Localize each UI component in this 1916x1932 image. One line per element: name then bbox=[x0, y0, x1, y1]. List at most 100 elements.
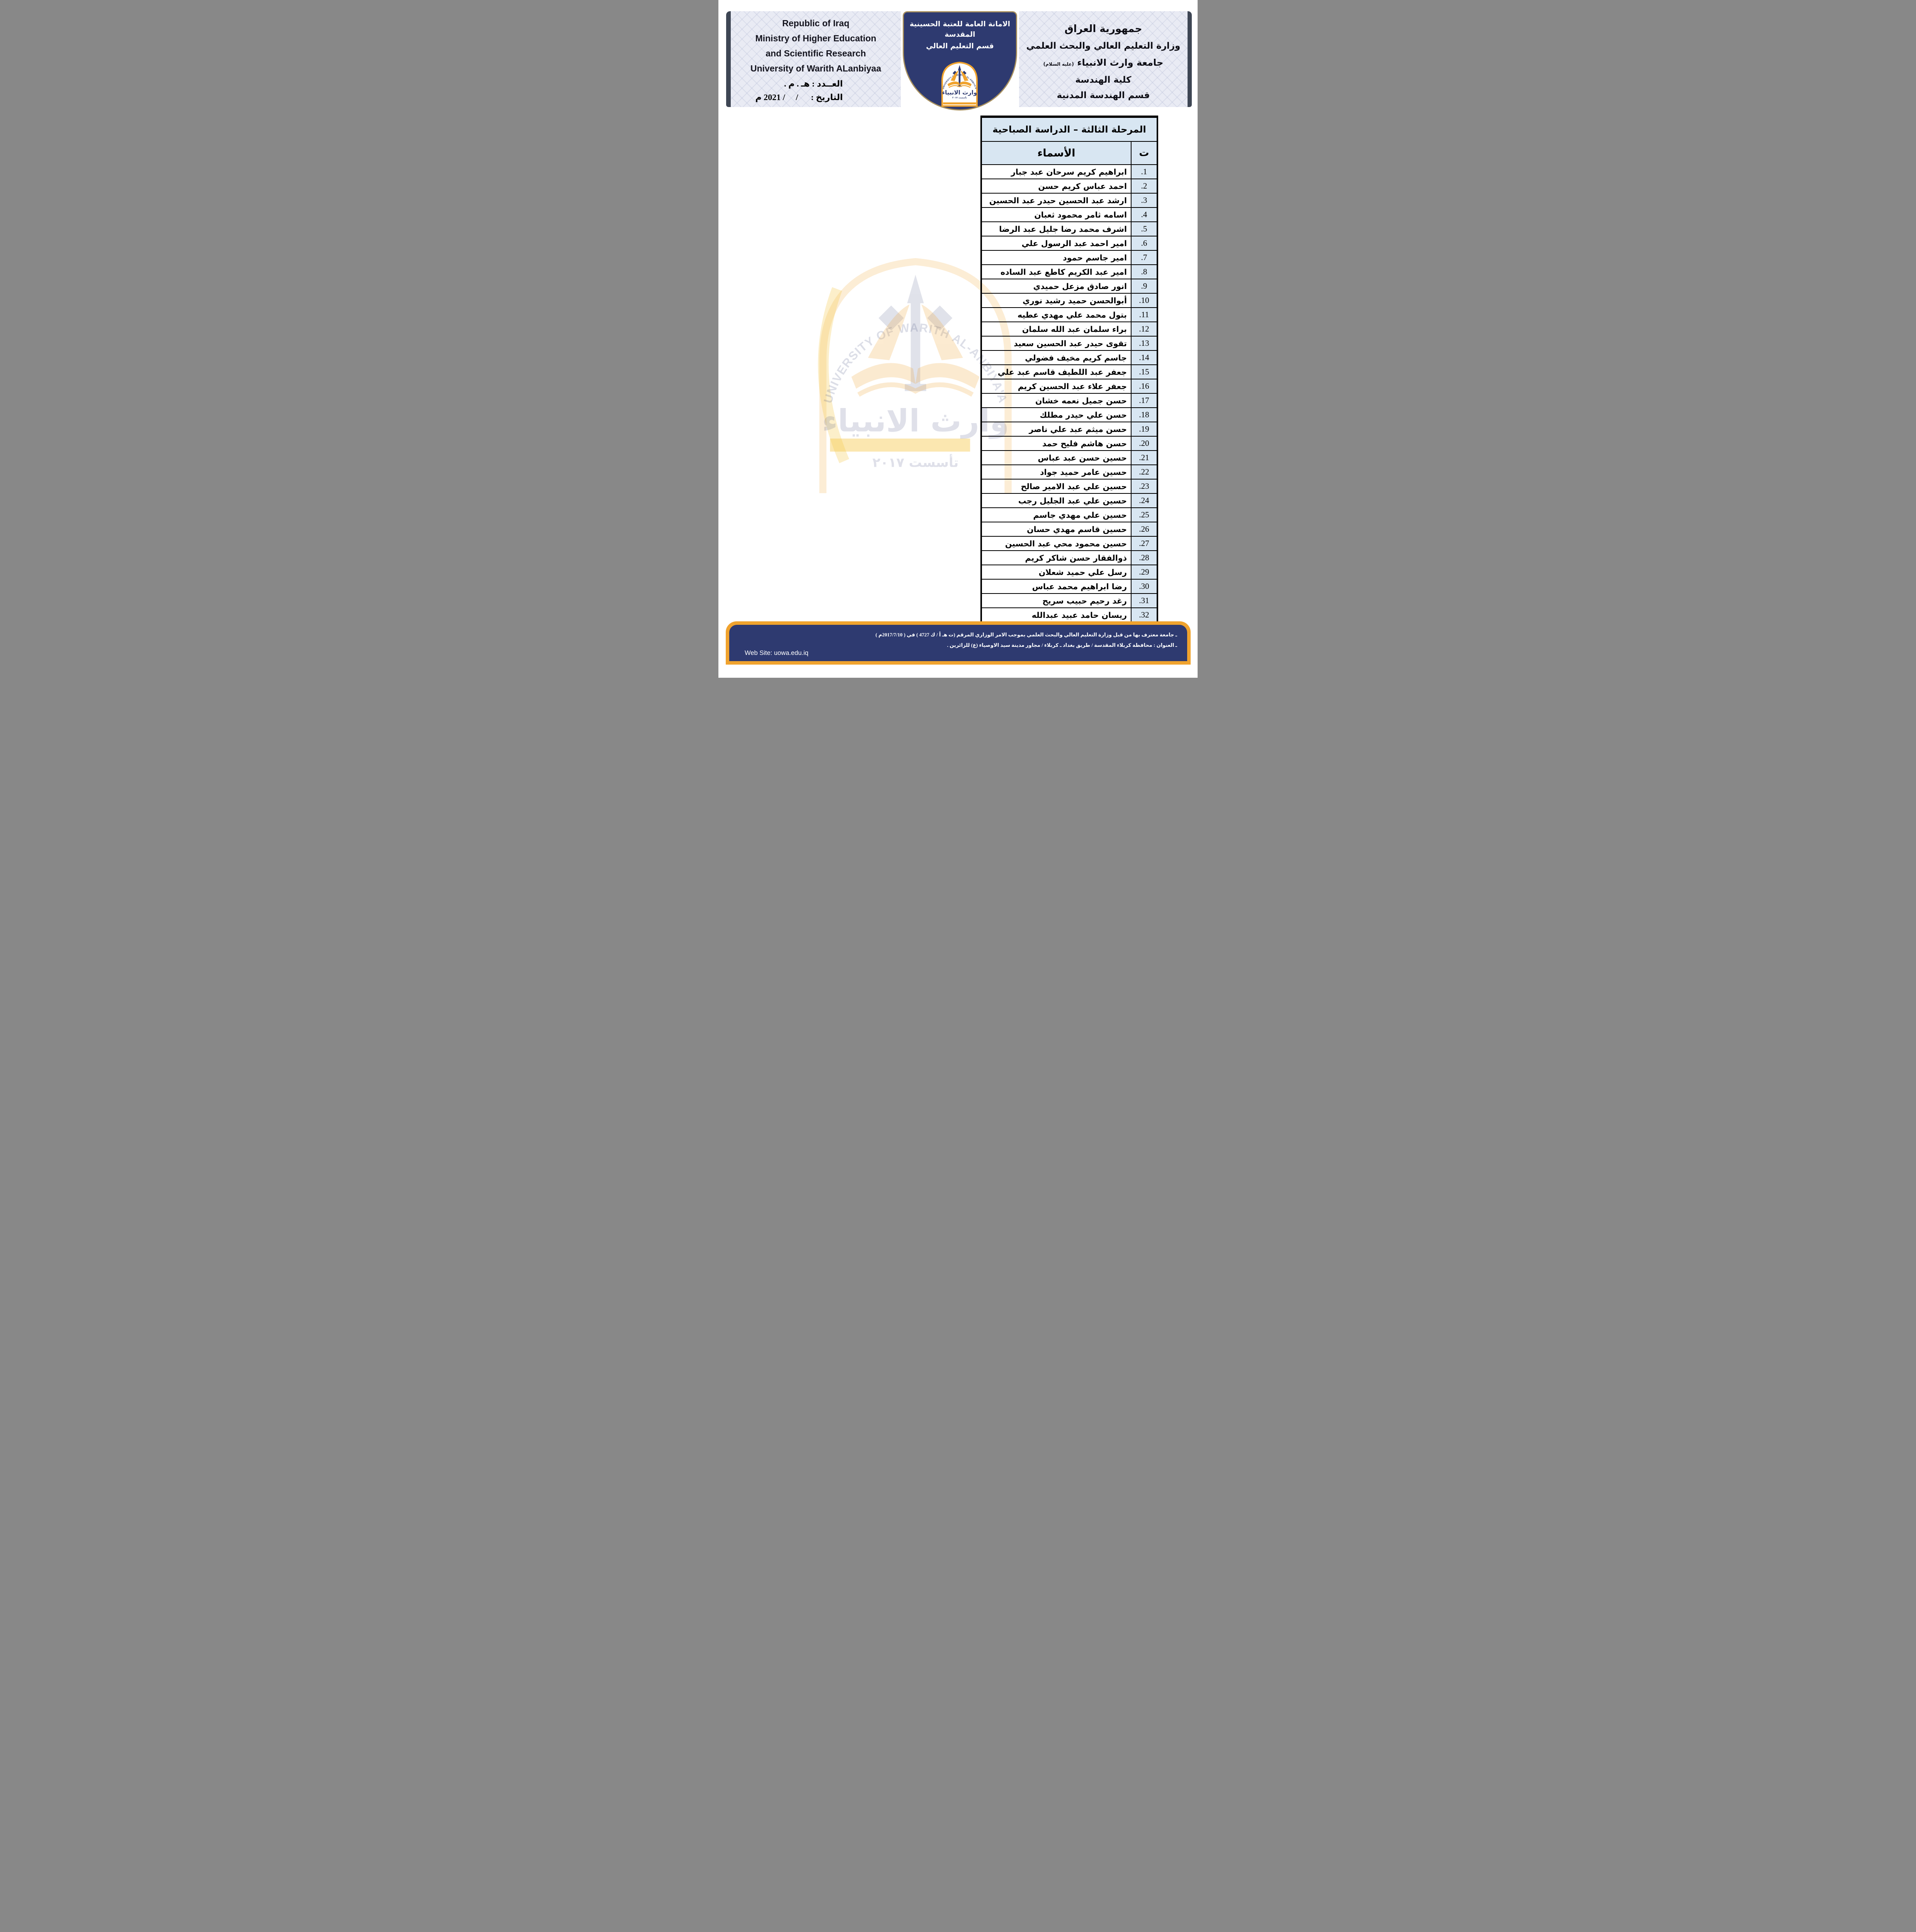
college-line: كلية الهندسة bbox=[1075, 75, 1132, 85]
row-number: 2. bbox=[1131, 179, 1158, 194]
row-number: 24. bbox=[1131, 493, 1158, 508]
row-number: 32. bbox=[1131, 607, 1158, 622]
row-number: 5. bbox=[1131, 221, 1158, 236]
table-row: 15. جعفر عبد اللطيف قاسم عبد علي bbox=[981, 364, 1158, 379]
student-name: رسل علي حميد شعلان bbox=[981, 565, 1132, 580]
logo-arabic-name: وارث الانبياء bbox=[942, 89, 977, 96]
row-number: 13. bbox=[1131, 336, 1158, 351]
table-row: 4. اسامه ثامر محمود ثعبان bbox=[981, 207, 1158, 222]
university-ar-line: جامعة وارث الانبياء (عليه السلام) bbox=[1043, 57, 1164, 68]
table-title: المرحلة الثالثة – الدراسة الصباحية bbox=[981, 116, 1158, 142]
table-row: 9. انور صادق مزعل حميدي bbox=[981, 279, 1158, 294]
row-number: 15. bbox=[1131, 364, 1158, 379]
student-name: حسن ميثم عبد علي ناصر bbox=[981, 422, 1132, 437]
table-row: 29. رسل علي حميد شعلان bbox=[981, 565, 1158, 580]
row-number: 20. bbox=[1131, 436, 1158, 451]
table-row: 17. حسن جميل نعمه خشان bbox=[981, 393, 1158, 408]
watermark-book-icon bbox=[851, 304, 980, 397]
ministry-line: Ministry of Higher Education bbox=[755, 33, 876, 43]
ministry-en-lines: Republic of Iraq Ministry of Higher Educ… bbox=[731, 11, 901, 76]
student-name: رضا ابراهيم محمد عباس bbox=[981, 579, 1132, 594]
peace-be-upon-him-mark: (عليه السلام) bbox=[1043, 61, 1074, 67]
student-name: جعفر عبد اللطيف قاسم عبد علي bbox=[981, 364, 1132, 379]
republic-line: Republic of Iraq bbox=[782, 18, 849, 28]
table-row: 14. جاسم كريم مخيف فضولي bbox=[981, 350, 1158, 365]
table-row: 30. رضا ابراهيم محمد عباس bbox=[981, 579, 1158, 594]
table-row: 28. ذوالفقار حسن شاكر كريم bbox=[981, 550, 1158, 565]
table-row: 8. امير عبد الكريم كاطع عبد الساده bbox=[981, 264, 1158, 279]
republic-ar-line: جمهورية العراق bbox=[1064, 23, 1142, 35]
student-name: ابراهيم كريم سرحان عبد جبار bbox=[981, 164, 1132, 179]
watermark-founded-text: تأسست ٢٠١٧ bbox=[873, 454, 959, 470]
table-row: 21. حسين حسن عبد عباس bbox=[981, 450, 1158, 465]
table-row: 2. احمد عباس كريم حسن bbox=[981, 179, 1158, 194]
table-row: 32. ريسان حامد عبيد عبدالله bbox=[981, 607, 1158, 622]
row-number: 19. bbox=[1131, 422, 1158, 437]
footnotes-block: ـ جامعة معترف بها من قبل وزارة التعليم ا… bbox=[876, 629, 1177, 650]
student-name: رغد رحيم حبيب سريح bbox=[981, 593, 1132, 608]
website-label: Web Site: uowa.edu.iq bbox=[745, 650, 808, 656]
row-number: 3. bbox=[1131, 193, 1158, 208]
student-name: حسين محمود محي عبد الحسين bbox=[981, 536, 1132, 551]
row-number: 1. bbox=[1131, 164, 1158, 179]
table-row: 6. امير احمد عبد الرسول علي bbox=[981, 236, 1158, 251]
row-number: 26. bbox=[1131, 522, 1158, 537]
date-line: التاريخ : / / 2021 م bbox=[755, 92, 843, 102]
student-name: ريسان حامد عبيد عبدالله bbox=[981, 607, 1132, 622]
student-name: ارشد عبد الحسين حيدر عبد الحسين bbox=[981, 193, 1132, 208]
table-row: 3. ارشد عبد الحسين حيدر عبد الحسين bbox=[981, 193, 1158, 208]
table-row: 31. رغد رحيم حبيب سريح bbox=[981, 593, 1158, 608]
ministry-ar-line: وزارة التعليم العالي والبحث العلمي bbox=[1026, 41, 1181, 51]
student-name: حسين علي مهدي جاسم bbox=[981, 507, 1132, 522]
table-title-row: المرحلة الثالثة – الدراسة الصباحية bbox=[981, 116, 1158, 142]
row-number: 25. bbox=[1131, 507, 1158, 522]
student-name: اسامه ثامر محمود ثعبان bbox=[981, 207, 1132, 222]
row-number: 17. bbox=[1131, 393, 1158, 408]
shrine-secretariat-line: الامانة العامة للعتبة الحسينية المقدسة bbox=[910, 20, 1010, 39]
open-book-icon bbox=[947, 70, 972, 88]
table-row: 22. حسين عامر حميد جواد bbox=[981, 464, 1158, 480]
row-number: 23. bbox=[1131, 479, 1158, 494]
table-row: 7. امير جاسم حمود bbox=[981, 250, 1158, 265]
table-row: 10. أبوالحسن حميد رشيد نوري bbox=[981, 293, 1158, 308]
row-number: 9. bbox=[1131, 279, 1158, 294]
row-number: 14. bbox=[1131, 350, 1158, 365]
accreditation-line: ـ جامعة معترف بها من قبل وزارة التعليم ا… bbox=[875, 632, 1177, 638]
issue-number-line: العــدد : هـ . م . bbox=[784, 79, 843, 88]
higher-education-dept-line: قسم التعليم العالي bbox=[926, 42, 994, 50]
email-label: E – mail : info@uowa.iq bbox=[745, 676, 825, 678]
table-row: 20. حسن هاشم فليح حمد bbox=[981, 436, 1158, 451]
student-name: حسن هاشم فليح حمد bbox=[981, 436, 1132, 451]
student-name: حسين حسن عبد عباس bbox=[981, 450, 1132, 465]
footer-band: Web Site: uowa.edu.iq E – mail : info@uo… bbox=[726, 621, 1191, 678]
student-name: حسين علي عبد الجليل رجب bbox=[981, 493, 1132, 508]
students-table: المرحلة الثالثة – الدراسة الصباحية ت الأ… bbox=[980, 116, 1158, 638]
table-row: 12. براء سلمان عبد الله سلمان bbox=[981, 321, 1158, 337]
row-number: 27. bbox=[1131, 536, 1158, 551]
student-name: بتول محمد علي مهدي عطيه bbox=[981, 307, 1132, 322]
student-name: تقوى حيدر عبد الحسين سعيد bbox=[981, 336, 1132, 351]
student-name: أبوالحسن حميد رشيد نوري bbox=[981, 293, 1132, 308]
university-logo: UNIVERSITY OF WARITH AL-ANBIYA'A وارث ال… bbox=[941, 61, 978, 107]
table-row: 11. بتول محمد علي مهدي عطيه bbox=[981, 307, 1158, 322]
row-number: 7. bbox=[1131, 250, 1158, 265]
student-name: جاسم كريم مخيف فضولي bbox=[981, 350, 1132, 365]
row-number: 11. bbox=[1131, 307, 1158, 322]
student-name: انور صادق مزعل حميدي bbox=[981, 279, 1132, 294]
research-line: and Scientific Research bbox=[766, 48, 866, 58]
row-number: 12. bbox=[1131, 321, 1158, 337]
student-name: ذوالفقار حسن شاكر كريم bbox=[981, 550, 1132, 565]
header-right-block: جمهورية العراق وزارة التعليم العالي والب… bbox=[1019, 11, 1192, 107]
contact-block: Web Site: uowa.edu.iq E – mail : info@uo… bbox=[745, 630, 825, 678]
university-en-line: University of Warith ALanbiyaa bbox=[750, 63, 881, 73]
table-row: 24. حسين علي عبد الجليل رجب bbox=[981, 493, 1158, 508]
student-name: براء سلمان عبد الله سلمان bbox=[981, 321, 1132, 337]
row-number: 6. bbox=[1131, 236, 1158, 251]
document-page: Republic of Iraq Ministry of Higher Educ… bbox=[718, 0, 1198, 678]
table-row: 18. حسن علي حيدر مطلك bbox=[981, 407, 1158, 422]
header-left-block: Republic of Iraq Ministry of Higher Educ… bbox=[726, 11, 901, 107]
student-name: امير عبد الكريم كاطع عبد الساده bbox=[981, 264, 1132, 279]
column-header-names: الأسماء bbox=[981, 141, 1132, 165]
students-table-body: 1. ابراهيم كريم سرحان عبد جبار 2. احمد عباس… bbox=[981, 164, 1158, 637]
row-number: 8. bbox=[1131, 264, 1158, 279]
